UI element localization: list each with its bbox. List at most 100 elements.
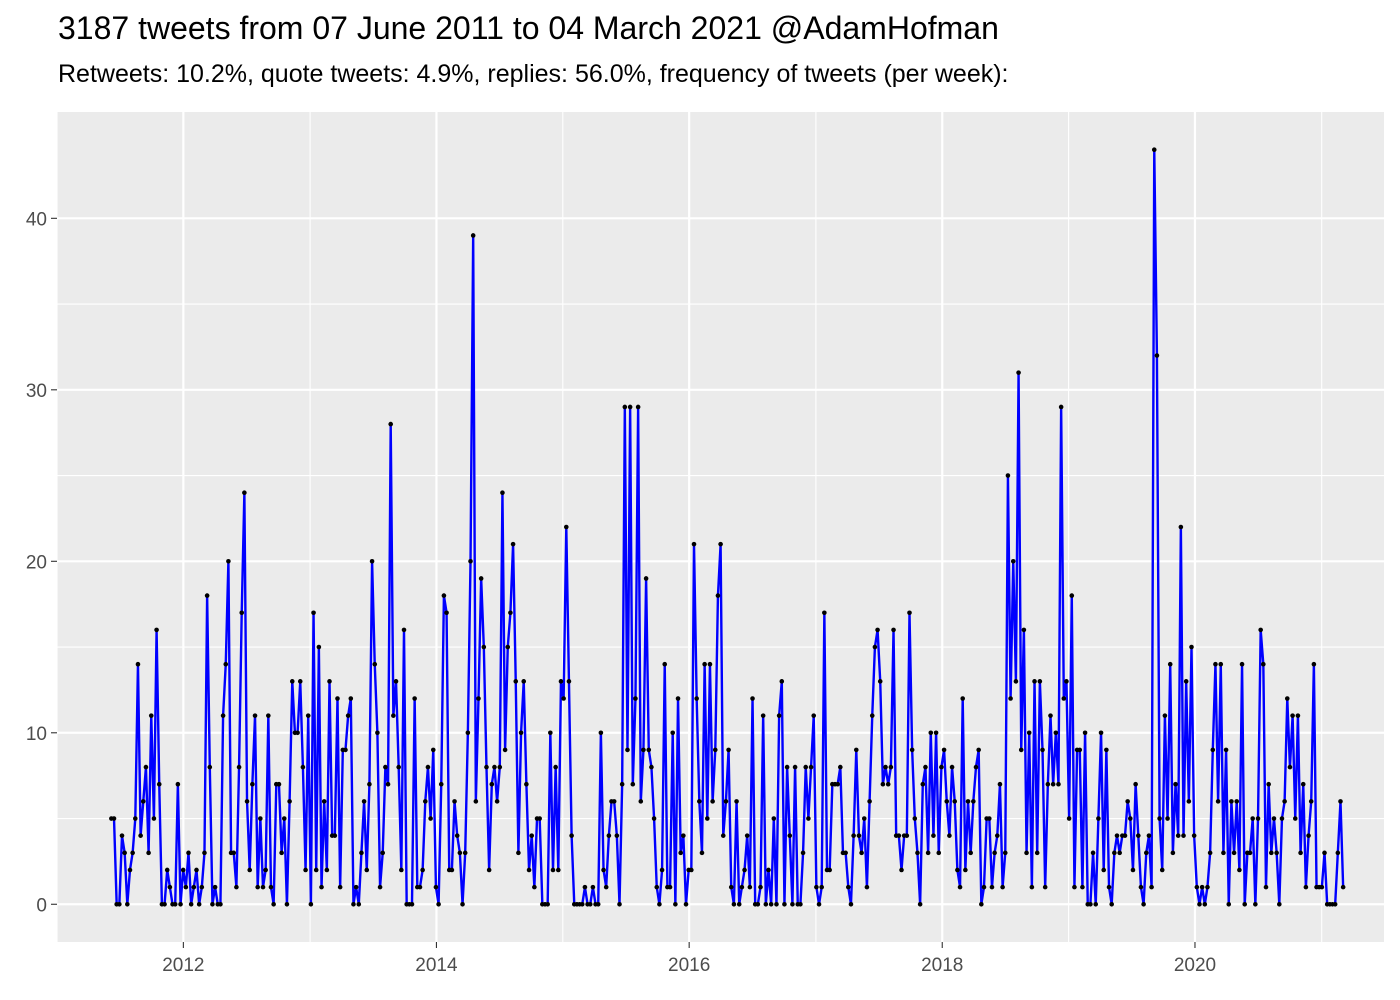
data-point [348,696,354,701]
data-point [747,884,753,890]
data-point [151,816,157,821]
data-point [691,541,697,547]
data-point [1300,781,1306,787]
data-point [263,867,268,873]
data-point [949,764,955,770]
data-point [779,679,785,684]
data-point [1010,559,1016,564]
data-point [670,730,676,736]
data-point [1056,781,1061,787]
data-point [1143,850,1149,856]
data-point [311,610,316,616]
data-point [204,593,210,598]
data-point [1202,901,1208,907]
data-point [872,644,878,650]
data-point [444,610,449,616]
data-point [689,867,694,873]
x-tick-label: 2016 [668,955,710,976]
data-point [305,713,311,718]
data-point [728,884,734,890]
data-point [148,713,154,718]
data-point [332,833,338,838]
data-point [1026,730,1032,736]
data-point [180,867,186,873]
data-point [1221,850,1226,856]
data-point [409,901,415,907]
data-point [524,781,529,787]
data-point [973,764,979,770]
data-point [750,696,755,701]
data-point [1322,850,1327,856]
data-point [1290,713,1295,718]
data-point [465,730,471,736]
data-point [396,764,401,770]
data-point [766,867,771,873]
data-point [909,747,915,753]
data-point [827,867,832,873]
data-point [694,696,699,701]
data-point [989,884,995,890]
data-point [864,884,870,890]
data-point [1101,867,1107,873]
data-point [236,764,242,770]
data-point [760,713,766,718]
data-point [303,867,308,873]
data-point [1000,884,1005,890]
data-point [758,884,763,890]
data-point [1064,679,1069,684]
data-point [627,404,633,410]
data-point [1157,816,1162,821]
data-point [454,833,460,838]
data-point [252,713,258,718]
data-point [489,781,495,787]
data-point [1037,679,1043,684]
data-point [1197,901,1202,907]
data-point [768,901,774,907]
data-point [853,747,859,753]
data-point [494,799,500,804]
data-point [941,747,947,753]
data-point [699,850,705,856]
data-point [566,679,572,684]
y-tick-label: 30 [26,381,47,402]
data-point [457,850,463,856]
data-point [1210,747,1216,753]
data-point [1040,747,1045,753]
data-point [1194,884,1200,890]
data-point [598,730,604,736]
data-point [625,747,630,753]
data-point [492,764,497,770]
data-point [335,696,340,701]
data-point [1053,730,1059,736]
data-point [1277,901,1282,907]
data-point [968,850,973,856]
y-axis: 0 10 20 30 40 [26,209,57,916]
data-point [1303,884,1309,890]
data-point [923,764,928,770]
data-point [888,764,894,770]
data-point [1061,696,1067,701]
data-point [1077,747,1083,753]
data-point [287,799,292,804]
data-point [497,764,503,770]
data-point [915,850,920,856]
data-point [154,627,159,633]
data-point [869,713,875,718]
data-point [1133,781,1138,787]
data-point [558,679,564,684]
x-tick-label: 2018 [921,955,963,976]
data-point [662,661,668,667]
data-point [486,867,492,873]
data-point [1066,816,1072,821]
data-point [1069,593,1075,598]
data-point [1021,627,1027,633]
data-point [172,901,178,907]
data-point [697,799,702,804]
data-point [561,696,566,701]
data-point [899,867,904,873]
data-point [210,901,215,907]
data-point [726,747,731,753]
x-tick-label: 2014 [415,955,458,976]
data-point [284,901,290,907]
data-point [146,850,151,856]
